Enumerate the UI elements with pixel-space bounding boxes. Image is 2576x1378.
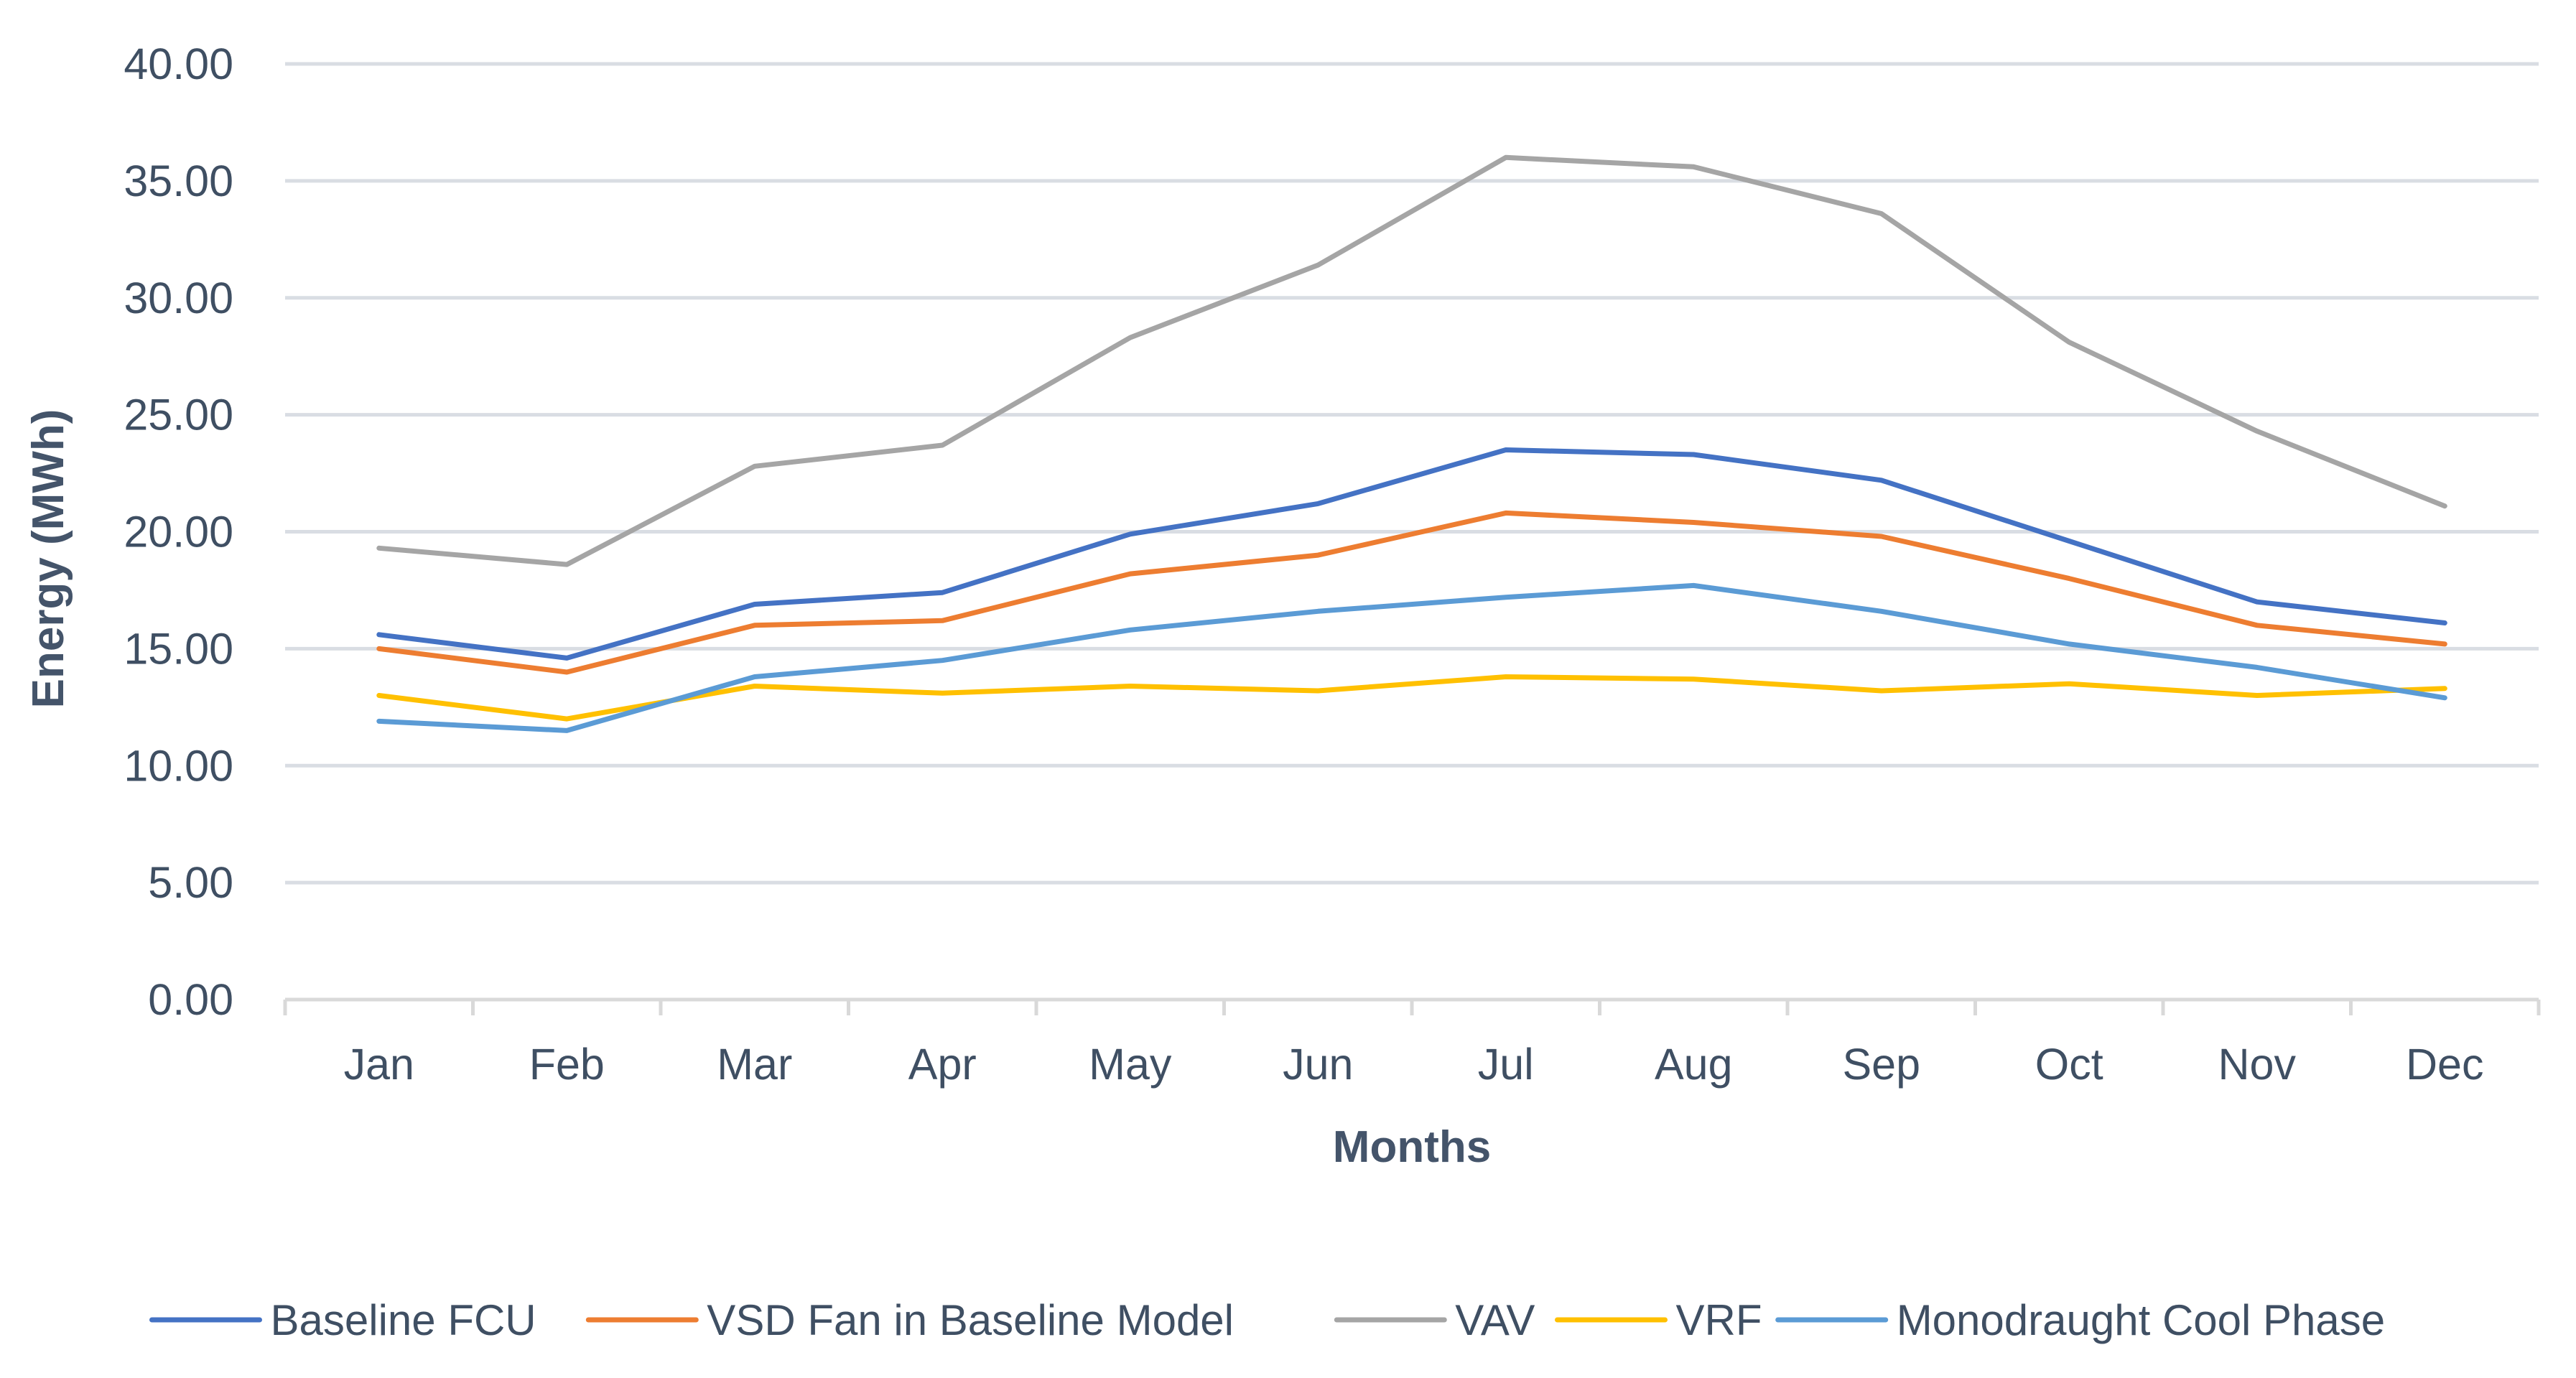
x-tick-label: Apr [908,1040,977,1089]
x-tick-label: Dec [2406,1040,2483,1089]
x-tick-label: Aug [1655,1040,1733,1089]
legend-label-monodraught-cool-phase: Monodraught Cool Phase [1897,1296,2385,1344]
y-tick-label: 5.00 [148,858,233,907]
gridlines [285,62,2539,885]
y-tick-label: 10.00 [124,741,233,790]
series-lines [376,154,2447,733]
legend-label-vsd-fan-in-baseline-model: VSD Fan in Baseline Model [707,1296,1234,1344]
x-axis: Jan Feb Mar Apr May Jun Jul Aug Sep Oct Nov Dec [283,997,2541,1089]
series-line-vav [376,154,2447,567]
series-line-vrf [376,674,2447,722]
legend-label-vav: VAV [1455,1296,1535,1344]
legend: Baseline FCU VSD Fan in Baseline Model VAV… [149,1296,2385,1344]
legend-label-vrf: VRF [1676,1296,1762,1344]
series-line-monodraught-cool-phase [376,582,2447,733]
y-tick-label: 20.00 [124,508,233,557]
x-tick-label: Jul [1478,1040,1534,1089]
y-tick-label: 40.00 [124,39,233,88]
y-tick-label: 30.00 [124,274,233,322]
x-tick-label: Feb [529,1040,605,1089]
series-line-vsd-fan-in-baseline-model [376,510,2447,675]
x-tick-label: Jun [1283,1040,1353,1089]
legend-label-baseline-fcu: Baseline FCU [271,1296,536,1344]
x-tick-label: Jan [344,1040,414,1089]
series-line-baseline-fcu [376,447,2447,661]
x-tick-label: Nov [2218,1040,2297,1089]
x-tick-label: May [1089,1040,1172,1089]
y-tick-label: 15.00 [124,624,233,673]
y-axis-title: Energy (MWh) [24,409,73,709]
x-tick-label: Oct [2035,1040,2103,1089]
y-axis-ticks: 0.00 5.00 10.00 15.00 20.00 25.00 30.00 35.00 40… [124,39,233,1024]
y-tick-label: 35.00 [124,157,233,205]
x-tick-label: Sep [1842,1040,1920,1089]
y-tick-label: 25.00 [124,391,233,439]
x-tick-label: Mar [717,1040,792,1089]
x-axis-title: Months [1333,1122,1491,1172]
y-tick-label: 0.00 [148,975,233,1024]
